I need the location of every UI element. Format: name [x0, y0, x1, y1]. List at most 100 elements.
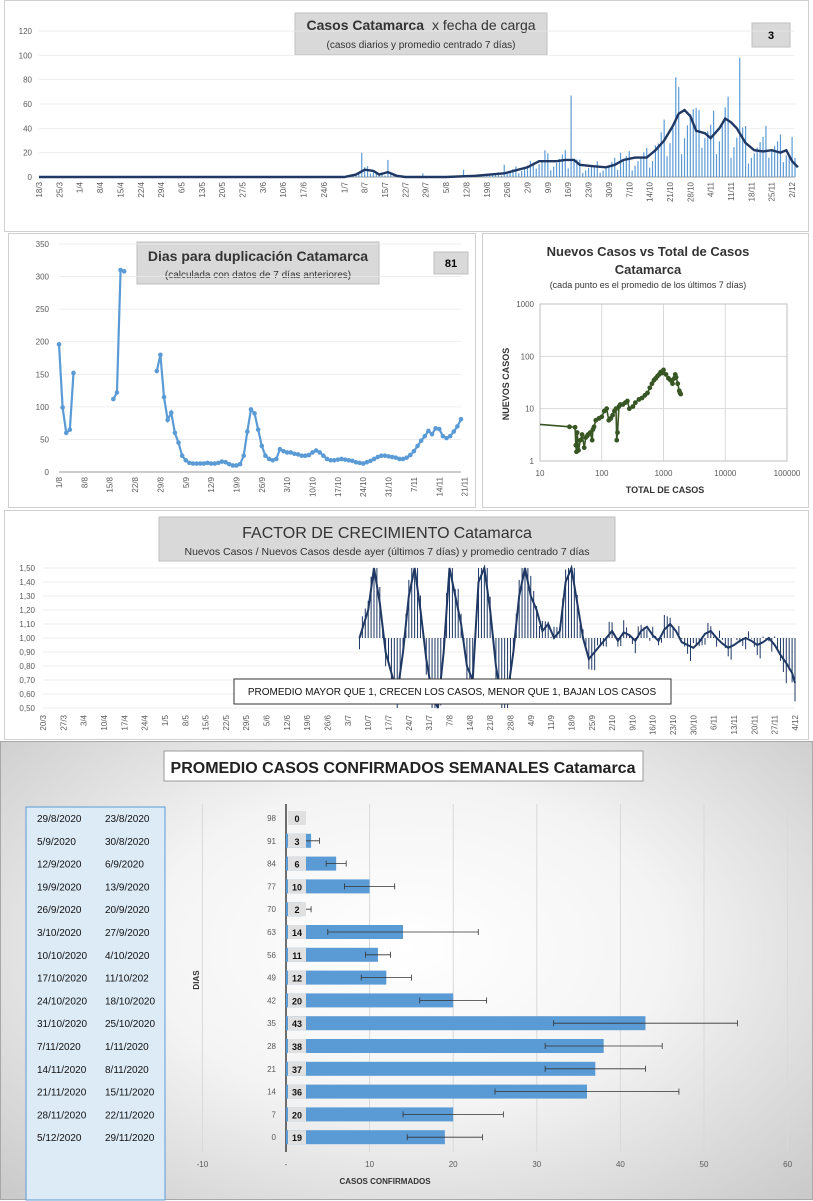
bar [791, 137, 792, 177]
bar [675, 77, 676, 177]
data-point [661, 368, 666, 373]
data-point [274, 457, 279, 462]
data-label: 19 [292, 1133, 302, 1143]
data-point [674, 375, 679, 380]
bar [414, 568, 415, 638]
chart-subtitle: (calculada con datos de 7 días anteriore… [165, 270, 351, 281]
chart-title: Nuevos Casos vs Total de Casos [547, 244, 750, 259]
bar [484, 568, 485, 638]
week-end-date: 28/11/2020 [37, 1110, 87, 1121]
series-line [113, 270, 124, 399]
week-start-date: 1/11/2020 [105, 1042, 149, 1053]
bar [504, 165, 505, 177]
bar [373, 173, 374, 177]
x-tick-label: 15/4 [116, 181, 125, 197]
y-tick-label: 1,20 [19, 606, 35, 615]
y-tick-label: 10 [525, 405, 534, 414]
y-tick-label: 1,00 [19, 634, 35, 643]
data-point [158, 352, 163, 357]
data-label: 6 [294, 860, 299, 870]
bar [597, 161, 598, 177]
data-point [437, 427, 442, 432]
y-tick-label: 120 [19, 27, 33, 36]
x-tick-label: 30 [532, 1160, 541, 1169]
x-tick-label: 8/8 [80, 476, 89, 488]
y-tick-label: 1000 [516, 300, 534, 309]
x-tick-label: 31/10 [385, 476, 394, 497]
x-tick-label: 17/6 [300, 181, 309, 197]
bar [672, 128, 673, 177]
bar [536, 169, 537, 177]
x-tick-label: 10000 [714, 469, 737, 478]
week-end-date: 3/10/2020 [37, 928, 82, 939]
bar [565, 150, 566, 177]
x-tick-label: 18/3 [35, 181, 44, 197]
bar [550, 170, 551, 177]
data-point [615, 430, 620, 435]
data-point [154, 369, 159, 374]
bar [501, 176, 502, 177]
x-tick-label: 20/5 [218, 181, 227, 197]
y-tick-label: 1,40 [19, 578, 35, 587]
series-line [540, 370, 681, 452]
data-point [590, 438, 595, 443]
data-label: 0 [294, 814, 299, 824]
y-tick-label: 250 [36, 305, 50, 314]
data-point [260, 444, 265, 449]
x-tick-label: 8/5 [181, 714, 190, 726]
bar [780, 134, 781, 177]
bar [707, 623, 708, 638]
y-tick-label: 1,30 [19, 592, 35, 601]
x-tick-label: 17/10 [334, 476, 343, 497]
bar [730, 158, 731, 177]
x-tick-label: 7/11 [410, 476, 419, 492]
bar [524, 168, 525, 177]
data-label: 12 [292, 974, 302, 984]
bar [751, 158, 752, 177]
bar [571, 95, 572, 177]
bar [748, 164, 749, 177]
series-line [157, 355, 461, 466]
x-tick-label: 4/12 [791, 714, 800, 730]
x-axis-label: TOTAL DE CASOS [626, 485, 705, 495]
x-tick-label: 4/11 [707, 181, 716, 197]
x-tick-label: 29/8 [156, 476, 165, 492]
y-tick-label: 0 [272, 1133, 277, 1142]
bar [684, 638, 685, 647]
y-tick-label: 28 [267, 1042, 276, 1051]
bar [373, 568, 374, 638]
weekly-average-svg: PROMEDIO CASOS CONFIRMADOS SEMANALES Cat… [1, 742, 813, 1201]
bar [722, 126, 723, 177]
week-end-date: 14/11/2020 [37, 1065, 87, 1076]
bar [661, 638, 662, 643]
x-tick-label: 10/7 [364, 714, 373, 730]
data-label: 43 [292, 1019, 302, 1029]
bar [669, 143, 670, 177]
week-start-date: 23/8/2020 [105, 814, 150, 825]
bar [757, 148, 758, 177]
bar [710, 125, 711, 177]
x-tick-label: 17/7 [385, 714, 394, 730]
data-point [451, 429, 456, 434]
data-point [448, 434, 453, 439]
bar [483, 176, 484, 177]
data-point [68, 427, 73, 432]
data-point [430, 432, 435, 437]
y-tick-label: 350 [36, 240, 50, 249]
x-tick-label: 24/6 [320, 181, 329, 197]
x-tick-label: 3/6 [259, 181, 268, 193]
x-tick-label: 19/6 [303, 714, 312, 730]
bar [623, 161, 624, 177]
x-tick-label: 22/8 [131, 476, 140, 492]
y-tick-label: 98 [267, 814, 276, 823]
bar [707, 131, 708, 177]
bar [736, 638, 737, 640]
x-tick-label: 14/11 [435, 476, 444, 496]
bar [646, 630, 647, 638]
bar [417, 568, 418, 638]
week-end-date: 24/10/2020 [37, 996, 87, 1007]
data-label: 10 [292, 882, 302, 892]
bar [588, 638, 589, 669]
x-tick-label: 12/8 [462, 181, 471, 197]
